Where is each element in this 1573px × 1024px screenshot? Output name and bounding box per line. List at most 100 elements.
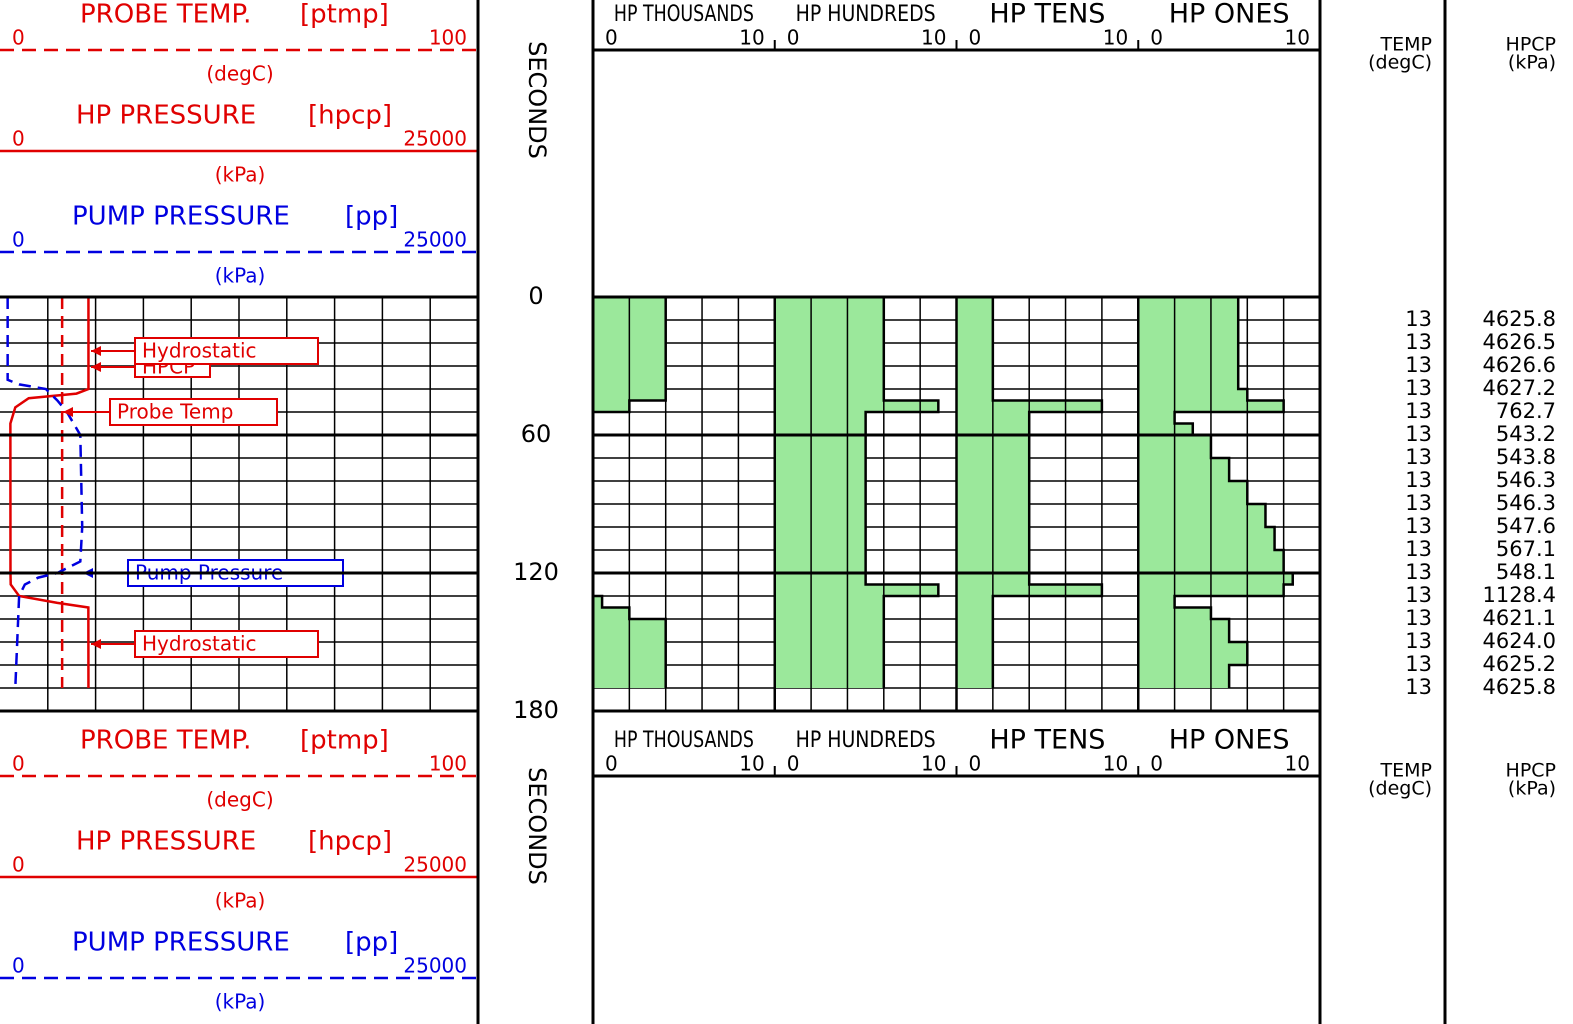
arrow-head (63, 407, 73, 417)
digit-fill (774, 320, 884, 343)
table-cell: 1128.4 (1483, 583, 1556, 607)
scale-max: 25000 (403, 127, 467, 151)
log-curve (9, 296, 90, 689)
column-header: TEMP (1380, 34, 1432, 56)
table-cell: 548.1 (1496, 560, 1556, 584)
curve-mnemonic: [hpcp] (308, 827, 392, 857)
digit-fill (774, 573, 866, 585)
curve-unit: (kPa) (215, 264, 266, 288)
track-title: HP HUNDREDS (796, 2, 936, 27)
digit-fill (774, 665, 884, 688)
table-cell: 13 (1405, 376, 1432, 400)
table-cell: 4626.5 (1483, 330, 1556, 354)
scale-max: 25000 (403, 228, 467, 252)
curve-unit: (kPa) (215, 163, 266, 187)
curve-unit: (degC) (206, 788, 273, 812)
curve-unit: (kPa) (215, 889, 266, 913)
track-scale-max: 10 (1103, 26, 1128, 50)
column-header: HPCP (1506, 760, 1556, 782)
digit-fill (956, 343, 993, 366)
digit-fill (774, 435, 866, 458)
annotation-text: Probe Temp (117, 400, 233, 424)
digit-fill (774, 366, 884, 389)
annotation-text: Hydrostatic (142, 339, 257, 363)
table-cell: 4627.2 (1483, 376, 1556, 400)
arrow-head (91, 362, 101, 372)
digit-fill (1138, 297, 1239, 320)
digit-fill (1138, 596, 1175, 608)
annotation-text: Hydrostatic (142, 632, 257, 656)
table-cell: 4625.2 (1483, 652, 1556, 676)
track-scale-min: 0 (969, 26, 982, 50)
scale-max: 25000 (403, 954, 467, 978)
track-scale-min: 0 (605, 26, 618, 50)
table-cell: 13 (1405, 353, 1432, 377)
column-header: TEMP (1380, 760, 1432, 782)
track-scale-min: 0 (1150, 752, 1163, 776)
curve-unit: (degC) (206, 62, 273, 86)
digit-fill (1138, 573, 1293, 585)
column-header: (kPa) (1508, 778, 1556, 800)
digit-fill (774, 297, 884, 320)
track-scale-min: 0 (1150, 26, 1163, 50)
curve-title: HP PRESSURE (76, 101, 256, 131)
depth-tick-label: 180 (513, 696, 559, 724)
table-cell: 13 (1405, 606, 1432, 630)
digit-fill (956, 389, 993, 401)
track-scale-max: 10 (1285, 752, 1310, 776)
scale-min: 0 (12, 853, 25, 877)
digit-fill (956, 320, 993, 343)
arrow-head (91, 346, 101, 356)
scale-min: 0 (12, 954, 25, 978)
track-scale-min: 0 (605, 752, 618, 776)
track-scale-max: 10 (739, 26, 764, 50)
curve-title: PROBE TEMP. (80, 726, 251, 756)
track-scale-max: 10 (1103, 752, 1128, 776)
annotation-box (134, 630, 319, 658)
digit-fill (774, 642, 884, 665)
digit-fill (956, 665, 993, 688)
digit-fill (593, 596, 603, 608)
digit-fill (1138, 504, 1266, 527)
scale-max: 25000 (403, 853, 467, 877)
digit-fill (1138, 481, 1248, 504)
digit-fill (774, 596, 884, 608)
column-header: (degC) (1368, 778, 1432, 800)
log-curve (6, 297, 84, 689)
digit-fill (774, 412, 866, 424)
digit-fill (774, 343, 884, 366)
table-cell: 543.8 (1496, 445, 1556, 469)
table-cell: 546.3 (1496, 468, 1556, 492)
track-scale-max: 10 (1285, 26, 1310, 50)
curve-unit: (kPa) (215, 990, 266, 1014)
curve-title: PUMP PRESSURE (72, 928, 290, 958)
track-title: HP HUNDREDS (796, 728, 936, 753)
table-cell: 13 (1405, 445, 1432, 469)
digit-fill (956, 596, 993, 608)
table-cell: 13 (1405, 330, 1432, 354)
track-scale-min: 0 (969, 752, 982, 776)
table-cell: 4626.6 (1483, 353, 1556, 377)
digit-fill (956, 642, 993, 665)
digit-fill (774, 389, 884, 401)
table-cell: 546.3 (1496, 491, 1556, 515)
table-cell: 13 (1405, 468, 1432, 492)
scale-min: 0 (12, 752, 25, 776)
curve-mnemonic: [pp] (345, 202, 398, 232)
digit-outline (991, 297, 1104, 688)
digit-fill (774, 504, 866, 527)
curve-title: PUMP PRESSURE (72, 202, 290, 232)
scale-min: 0 (12, 26, 25, 50)
table-cell: 13 (1405, 652, 1432, 676)
depth-tick-label: 0 (528, 282, 543, 310)
depth-tick-label: 60 (521, 420, 552, 448)
curve-mnemonic: [ptmp] (300, 0, 389, 30)
table-cell: 13 (1405, 675, 1432, 699)
digit-fill (1138, 343, 1239, 366)
track-scale-min: 0 (787, 26, 800, 50)
depth-label: SECONDS (523, 41, 551, 159)
table-cell: 13 (1405, 307, 1432, 331)
column-header: (kPa) (1508, 52, 1556, 74)
track-title: HP TENS (989, 725, 1105, 756)
table-cell: 13 (1405, 514, 1432, 538)
